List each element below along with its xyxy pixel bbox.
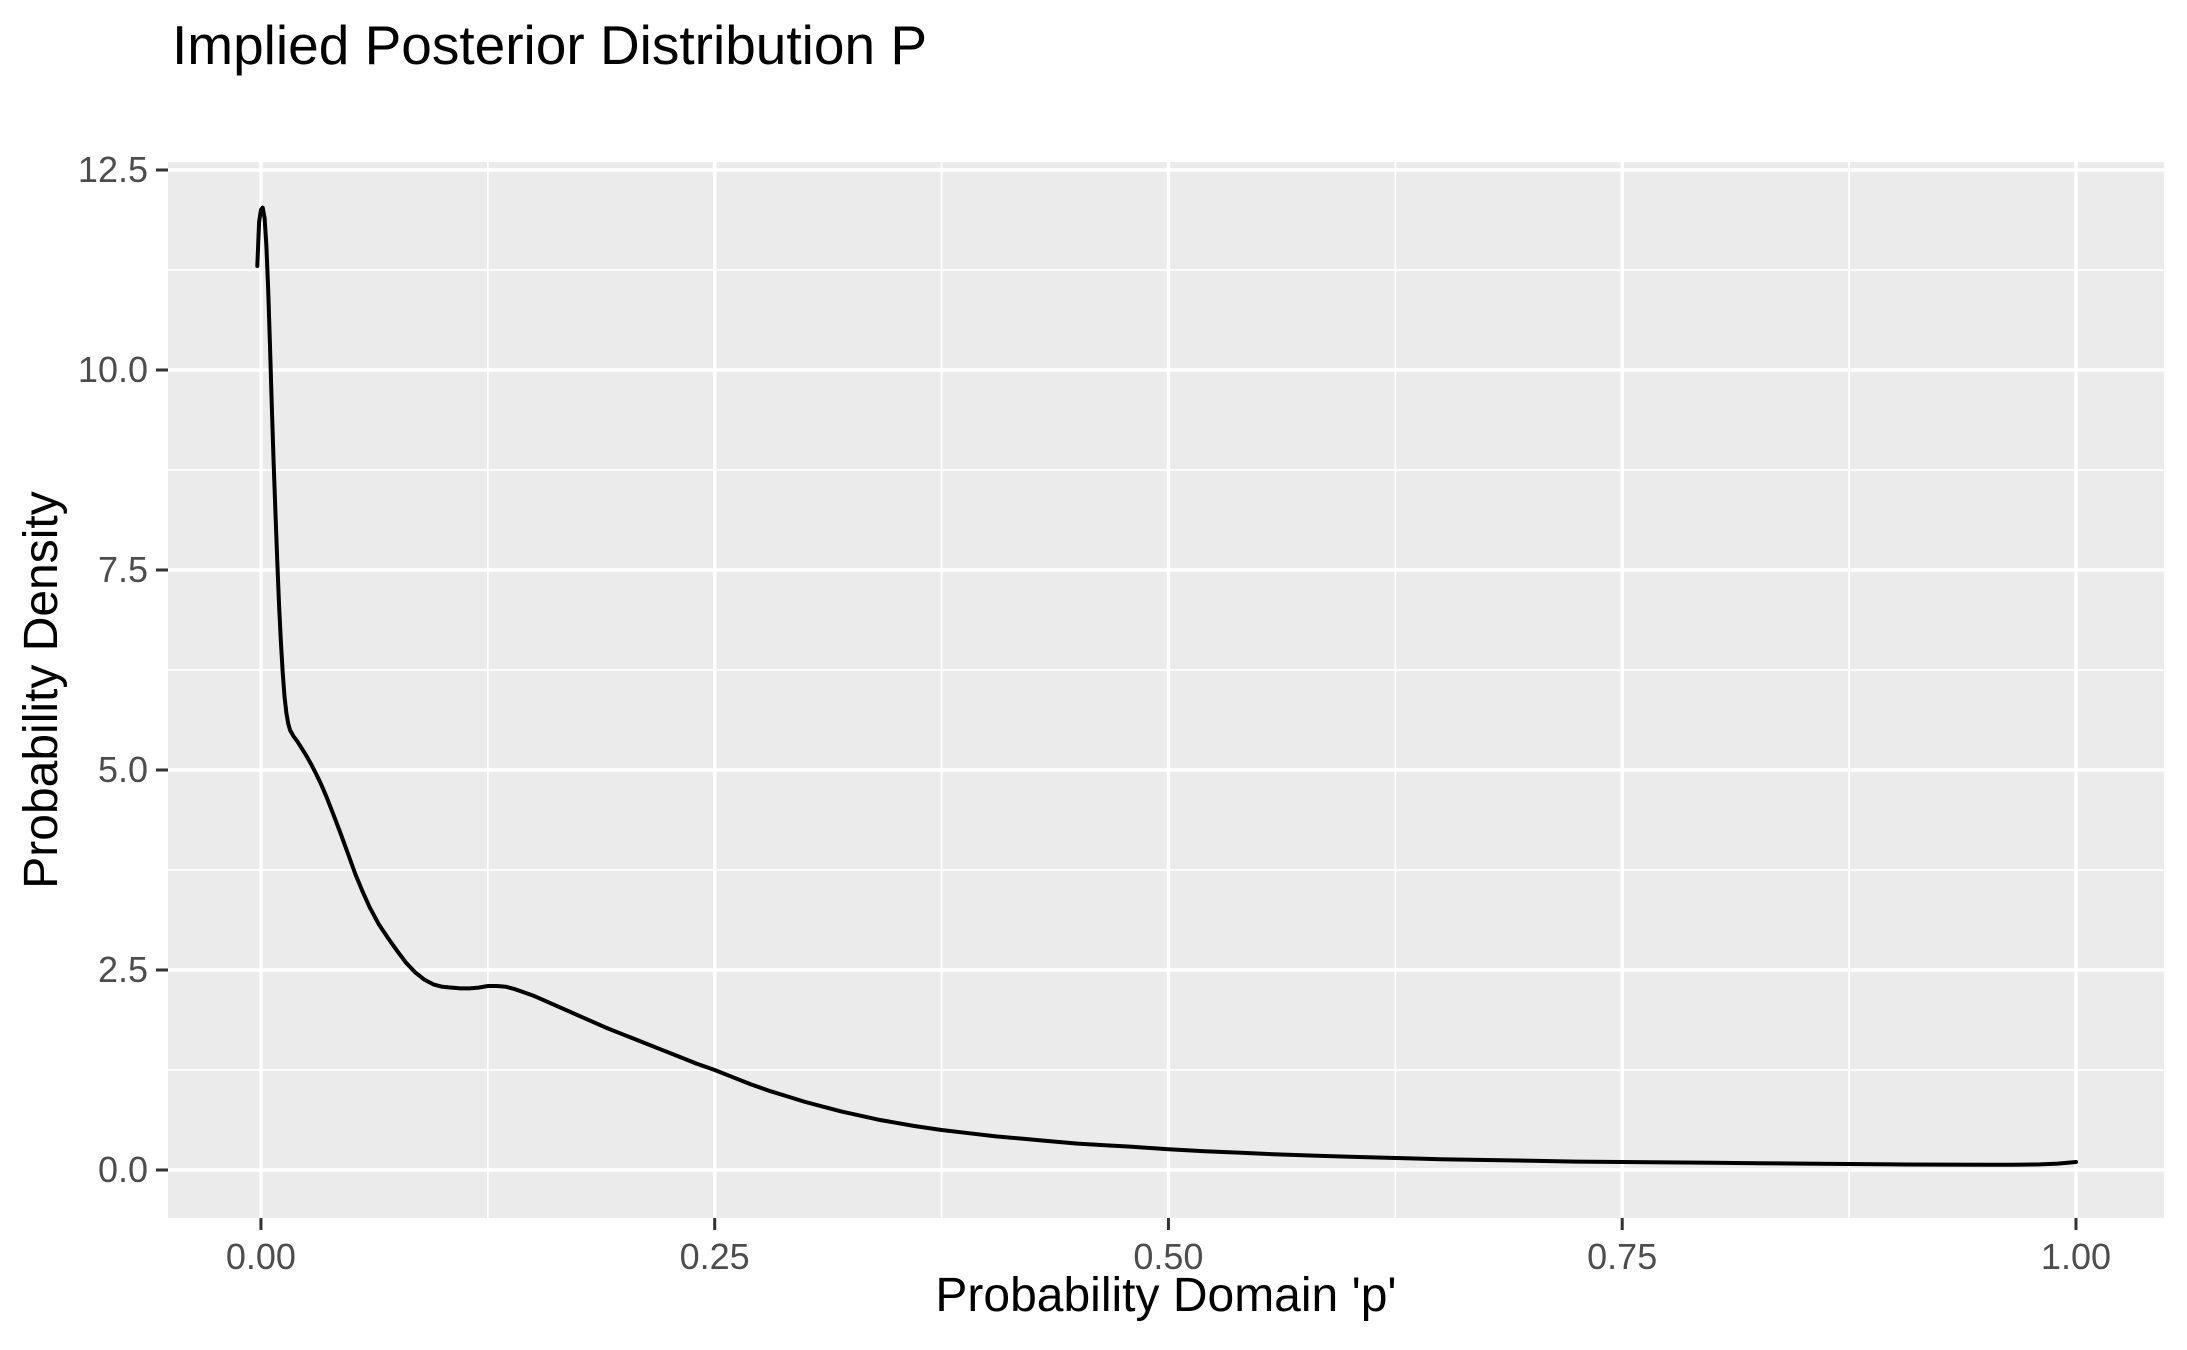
x-tick-label: 0.25: [679, 1236, 750, 1277]
y-tick-label: 0.0: [97, 1149, 148, 1190]
y-tick-label: 10.0: [77, 349, 148, 390]
y-tick-label: 2.5: [97, 949, 148, 990]
density-curve: [255, 205, 2078, 1167]
y-tick-label: 12.5: [77, 149, 148, 190]
x-axis-title: Probability Domain 'p': [935, 1269, 1397, 1322]
x-tick-label: 0.00: [225, 1236, 296, 1277]
x-tick-label: 0.50: [1133, 1236, 1204, 1277]
y-tick-label: 5.0: [97, 749, 148, 790]
plot-panel: [168, 162, 2164, 1218]
y-tick-label: 7.5: [97, 549, 148, 590]
x-tick-label: 1.00: [2040, 1236, 2111, 1277]
x-tick-label: 0.75: [1587, 1236, 1658, 1277]
page-title: Implied Posterior Distribution P: [172, 14, 928, 76]
